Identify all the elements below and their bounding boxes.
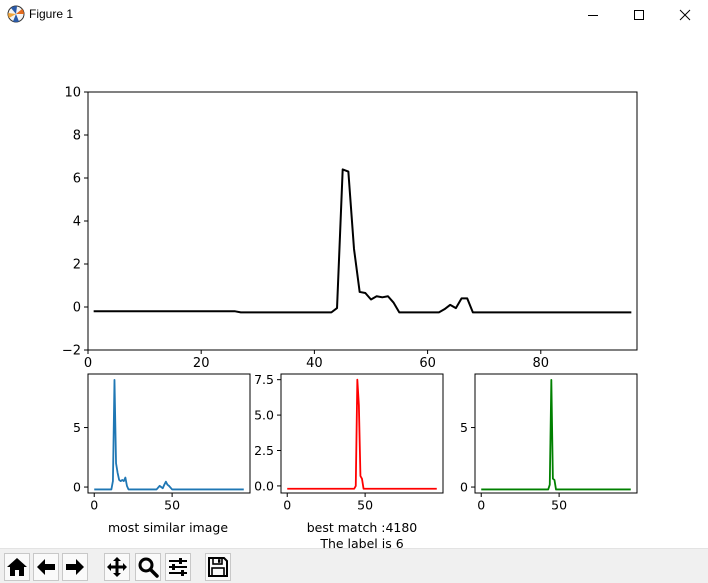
close-button[interactable] (662, 0, 708, 30)
matplotlib-icon (7, 5, 25, 23)
y-tick-label: 5 (73, 420, 81, 435)
x-tick-label: 20 (193, 356, 210, 371)
zoom-button[interactable] (135, 553, 161, 581)
forward-button[interactable] (62, 553, 88, 581)
y-tick-label: 7.5 (254, 372, 274, 387)
close-icon (679, 9, 691, 21)
save-button[interactable] (205, 553, 231, 581)
sliders-icon (169, 558, 187, 576)
y-tick-label: 0 (73, 480, 81, 495)
series-line-0 (481, 379, 631, 491)
minimize-icon (588, 15, 598, 16)
forward-arrow-icon (66, 559, 84, 575)
minimize-button[interactable] (570, 0, 616, 30)
x-tick-label: 0 (90, 498, 98, 513)
series-line-0 (93, 168, 632, 314)
home-button[interactable] (4, 553, 30, 581)
figure-canvas[interactable]: 0 20 40 60 80 −2 0 2 4 6 8 10 0 50 0 5 0 50 0.0 2.5 5.0 7.5… (0, 30, 708, 551)
window-title: Figure 1 (29, 7, 74, 21)
x-tick-label: 0 (84, 356, 92, 371)
x-tick-label: 80 (533, 356, 550, 371)
home-icon (7, 558, 27, 576)
y-tick-label: 4 (73, 215, 81, 230)
most-similar-plot: 0 50 0 5 (73, 373, 251, 513)
y-tick-label: 0 (460, 480, 468, 495)
back-arrow-icon (37, 559, 55, 575)
series-line-0 (94, 379, 244, 491)
pan-button[interactable] (104, 553, 130, 581)
caption-most-similar: most similar image (108, 520, 228, 535)
navigation-toolbar (0, 548, 708, 583)
axes-frame (474, 373, 638, 494)
series-line-0 (287, 378, 437, 490)
y-tick-label: −2 (62, 344, 81, 359)
x-tick-label: 40 (306, 356, 323, 371)
x-tick-label: 0 (283, 498, 291, 513)
axes-frame (280, 373, 444, 494)
caption-best-match: best match :4180 (307, 520, 418, 535)
maximize-icon (634, 10, 644, 20)
window-titlebar: Figure 1 (0, 0, 708, 30)
best-match-plot: 0 50 0.0 2.5 5.0 7.5 (254, 372, 444, 513)
back-button[interactable] (33, 553, 59, 581)
x-tick-label: 50 (164, 498, 180, 513)
magnifier-icon (138, 557, 159, 578)
y-tick-label: 2.5 (254, 443, 274, 458)
configure-subplots-button[interactable] (165, 553, 191, 581)
y-tick-label: 10 (64, 86, 81, 101)
y-tick-label: 8 (73, 129, 81, 144)
x-tick-label: 50 (357, 498, 373, 513)
y-tick-label: 5 (460, 420, 468, 435)
y-tick-label: 2 (73, 258, 81, 273)
y-tick-label: 0 (73, 301, 81, 316)
move-icon (107, 557, 127, 577)
x-tick-label: 0 (477, 498, 485, 513)
y-tick-label: 0.0 (254, 478, 274, 493)
y-tick-label: 5.0 (254, 408, 274, 423)
axes-frame (87, 373, 251, 494)
floppy-disk-icon (208, 557, 228, 577)
label-plot: 0 50 0 5 (460, 373, 638, 513)
caption-label: The label is 6 (319, 536, 403, 548)
maximize-button[interactable] (616, 0, 662, 30)
x-tick-label: 50 (551, 498, 567, 513)
y-tick-label: 6 (73, 172, 81, 187)
x-tick-label: 60 (419, 356, 436, 371)
